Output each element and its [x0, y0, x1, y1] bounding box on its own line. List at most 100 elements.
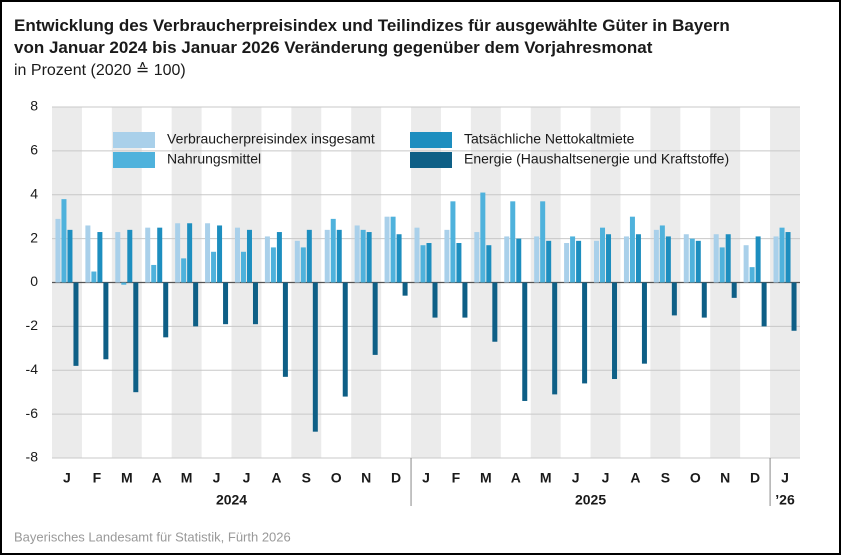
bar [731, 282, 737, 298]
bar [294, 240, 300, 283]
x-tick-label: S [302, 470, 311, 486]
bar [85, 225, 91, 283]
bar [211, 251, 217, 283]
bar [175, 223, 181, 283]
bar [252, 282, 258, 325]
legend-swatch [113, 152, 155, 168]
bar [552, 282, 558, 395]
bar [163, 282, 169, 338]
bar [270, 247, 276, 283]
bar [749, 267, 755, 283]
bar [354, 225, 360, 283]
bar [486, 245, 492, 283]
bar [462, 282, 468, 318]
year-label: ’26 [775, 492, 795, 508]
bar [115, 232, 121, 283]
bar [205, 223, 211, 283]
bar [534, 236, 540, 283]
bar [564, 243, 570, 283]
y-tick-label: -8 [26, 449, 39, 465]
bar [384, 216, 390, 283]
bar [426, 243, 432, 283]
x-tick-label: A [511, 470, 521, 486]
bar [420, 245, 426, 283]
bar [516, 238, 522, 283]
bar [246, 229, 252, 283]
source: Bayerisches Landesamt für Statistik, Für… [14, 529, 291, 544]
bar [402, 282, 408, 296]
bar [67, 229, 73, 283]
legend-swatch [113, 132, 155, 148]
bar [366, 232, 372, 283]
bar [570, 236, 576, 283]
bar [223, 282, 229, 325]
bar [282, 282, 288, 377]
bar [510, 201, 516, 283]
bar [600, 227, 606, 283]
bar [336, 229, 342, 283]
bar [785, 232, 791, 283]
bar [360, 229, 366, 283]
x-tick-label: N [720, 470, 730, 486]
bar [635, 234, 641, 283]
bar [276, 232, 282, 283]
bar [653, 229, 659, 283]
bar [779, 227, 785, 283]
legend-label: Energie (Haushaltsenergie und Kraftstoff… [464, 151, 729, 167]
bar [396, 234, 402, 283]
x-tick-label: F [93, 470, 102, 486]
bar [629, 216, 635, 283]
y-tick-label: 2 [30, 229, 38, 245]
x-tick-label: M [121, 470, 133, 486]
bar [127, 229, 133, 283]
bar [187, 223, 193, 283]
x-tick-label: S [661, 470, 670, 486]
y-tick-label: -6 [26, 405, 39, 421]
x-tick-label: J [572, 470, 580, 486]
bar [474, 232, 480, 283]
bar [91, 271, 97, 283]
bar [522, 282, 528, 401]
bar [342, 282, 348, 397]
x-tick-label: M [181, 470, 193, 486]
x-tick-label: J [63, 470, 71, 486]
bar [641, 282, 647, 364]
x-tick-label: A [271, 470, 281, 486]
year-label: 2024 [216, 492, 247, 508]
bar [695, 240, 701, 283]
bar [151, 264, 157, 283]
y-tick-label: 8 [30, 98, 38, 114]
bar [594, 240, 600, 283]
bar [61, 199, 67, 283]
bar [504, 236, 510, 283]
bar [606, 234, 612, 283]
x-tick-label: A [152, 470, 162, 486]
year-label: 2025 [575, 492, 606, 508]
bar [390, 216, 396, 283]
bar [73, 282, 79, 366]
bar [240, 251, 246, 283]
x-tick-label: J [422, 470, 430, 486]
bar [306, 229, 312, 283]
bar [264, 236, 270, 283]
chart-title: von Januar 2024 bis Januar 2026 Veränder… [14, 38, 653, 57]
bar [671, 282, 677, 316]
bar [217, 225, 223, 283]
x-tick-label: A [630, 470, 640, 486]
y-tick-label: 6 [30, 142, 38, 158]
bar [157, 227, 163, 283]
bar [234, 227, 240, 283]
x-tick-label: D [391, 470, 401, 486]
bar [719, 247, 725, 283]
bar [743, 245, 749, 283]
bar [450, 201, 456, 283]
y-tick-label: 4 [30, 185, 38, 201]
bar [300, 247, 306, 283]
bar [145, 227, 151, 283]
bar [432, 282, 438, 318]
x-tick-label: N [361, 470, 371, 486]
bar [540, 201, 546, 283]
x-tick-label: O [690, 470, 701, 486]
x-tick-label: O [331, 470, 342, 486]
